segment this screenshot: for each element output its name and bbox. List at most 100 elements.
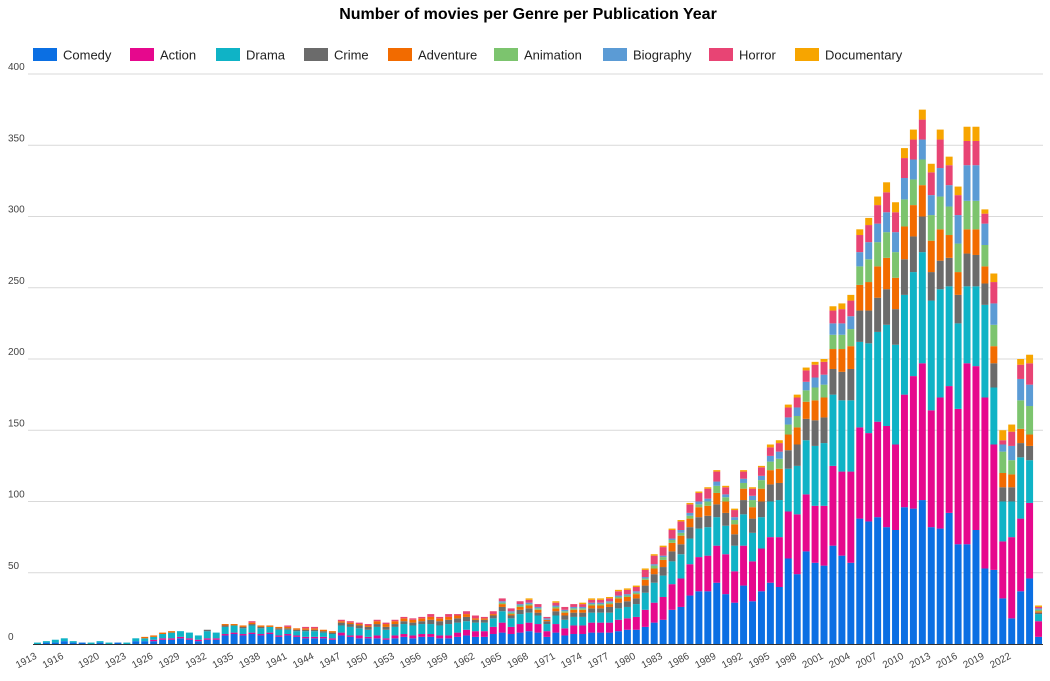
bar-segment-1994-crime [757, 501, 765, 518]
bar-segment-1973-animation [570, 608, 578, 610]
x-tick-label: 1935 [211, 651, 236, 671]
bar-segment-1943-action [302, 636, 310, 639]
bar-segment-1932-drama [203, 631, 211, 639]
bar-2025 [1035, 605, 1043, 645]
legend-item-biography[interactable]: Biography [603, 48, 692, 63]
bar-segment-1958-adventure [436, 618, 444, 622]
bar-segment-1940-comedy [275, 636, 283, 645]
bar-1977 [606, 596, 613, 644]
bar-segment-1950-action [364, 636, 372, 639]
bar-segment-1964-drama [489, 618, 497, 627]
bar-segment-1996-horror [775, 443, 783, 452]
bar-segment-1977-documentary [606, 596, 613, 599]
bar-segment-2004-documentary [847, 294, 855, 301]
bar-segment-2003-animation [838, 334, 846, 350]
legend-item-animation[interactable]: Animation [494, 48, 582, 63]
bar-segment-1946-comedy [328, 639, 336, 644]
bar-segment-1981-comedy [641, 626, 649, 644]
bar-segment-1949-adventure [355, 624, 363, 626]
bar-segment-1970-action [543, 631, 551, 637]
bar-segment-1997-comedy [784, 558, 792, 644]
bar-segment-1981-crime [641, 585, 649, 593]
bar-segment-1914-drama [42, 641, 50, 643]
bar-segment-2011-animation [909, 179, 917, 206]
bar-segment-1962-action [471, 631, 479, 637]
legend-item-adventure[interactable]: Adventure [388, 48, 477, 63]
legend-item-drama[interactable]: Drama [216, 48, 286, 63]
bar-segment-1973-biography [570, 606, 578, 609]
bar-segment-1953-action [391, 635, 399, 639]
legend-item-crime[interactable]: Crime [304, 48, 369, 63]
bar-segment-1952-crime [382, 626, 390, 630]
bar-segment-2018-crime [972, 254, 980, 287]
bar-segment-2017-action [963, 363, 971, 545]
bar-segment-2018-biography [972, 165, 980, 201]
bar-2013 [927, 163, 935, 644]
bar-segment-2019-documentary [981, 209, 989, 214]
bar-segment-1963-comedy [480, 636, 488, 645]
bar-segment-1977-action [606, 622, 613, 633]
bar-segment-1953-horror [391, 619, 399, 622]
legend-item-horror[interactable]: Horror [709, 48, 777, 63]
bar-segment-1961-action [463, 629, 470, 636]
bar-segment-1978-horror [614, 591, 622, 596]
bar-2017 [963, 126, 971, 644]
legend-item-action[interactable]: Action [130, 48, 196, 63]
bar-segment-2011-documentary [909, 129, 917, 140]
bar-segment-1997-drama [784, 468, 792, 512]
bar-segment-1986-horror [686, 504, 694, 513]
bar-segment-1958-drama [436, 625, 444, 636]
bar-segment-1974-adventure [579, 609, 587, 613]
bar-segment-1975-comedy [588, 632, 596, 644]
legend-item-documentary[interactable]: Documentary [795, 48, 903, 63]
bar-segment-1971-comedy [552, 632, 560, 644]
bar-1961 [463, 611, 470, 644]
bar-1964 [489, 611, 497, 644]
bar-segment-2014-adventure [936, 229, 944, 261]
bar-segment-1968-comedy [525, 631, 533, 644]
bar-segment-1984-comedy [668, 609, 676, 644]
bar-segment-2010-animation [900, 199, 908, 227]
bar-segment-2008-horror [883, 192, 891, 213]
bar-segment-2023-adventure [1017, 428, 1025, 444]
bar-segment-1948-drama [346, 626, 354, 636]
bar-segment-1957-comedy [427, 636, 435, 645]
bar-segment-1986-biography [686, 512, 694, 516]
bar-2002 [829, 306, 837, 644]
bar-segment-1946-crime [328, 632, 336, 635]
bar-segment-1945-adventure [320, 629, 327, 632]
bar-segment-2019-crime [981, 283, 989, 305]
bar-segment-1943-comedy [302, 638, 310, 644]
bar-segment-1973-horror [570, 604, 578, 607]
bar-segment-1966-animation [507, 612, 515, 615]
bar-segment-1948-horror [346, 621, 354, 623]
bar-segment-1917-comedy [69, 642, 77, 644]
bar-segment-2011-comedy [909, 508, 917, 645]
bar-segment-2018-documentary [972, 126, 980, 141]
bar-segment-1990-horror [722, 487, 730, 495]
bar-segment-2020-adventure [990, 346, 998, 364]
bar-segment-1980-action [632, 616, 640, 630]
bar-segment-1966-horror [507, 608, 515, 612]
bar-segment-2000-horror [811, 364, 819, 378]
bar-segment-1960-adventure [454, 615, 462, 619]
bar-segment-2007-comedy [874, 517, 882, 644]
bar-segment-1980-drama [632, 604, 640, 617]
bar-segment-1994-animation [757, 480, 765, 489]
bar-segment-2003-comedy [838, 555, 846, 644]
bar-segment-1925-drama [141, 638, 149, 642]
bar-segment-1943-drama [302, 631, 310, 637]
legend-label-horror: Horror [739, 48, 777, 63]
bar-segment-2021-biography [999, 444, 1007, 452]
bar-segment-1959-horror [445, 614, 453, 617]
bar-segment-1958-horror [436, 616, 444, 619]
bar-segment-2000-crime [811, 420, 819, 446]
bar-segment-1960-crime [454, 618, 462, 623]
legend-item-comedy[interactable]: Comedy [33, 48, 112, 63]
bar-segment-1978-animation [614, 596, 622, 599]
bar-segment-1939-adventure [266, 625, 274, 627]
bar-segment-2024-drama [1026, 460, 1034, 503]
bar-segment-1920-drama [96, 641, 104, 643]
bar-segment-1970-biography [543, 618, 551, 620]
bar-segment-1987-animation [695, 504, 703, 508]
